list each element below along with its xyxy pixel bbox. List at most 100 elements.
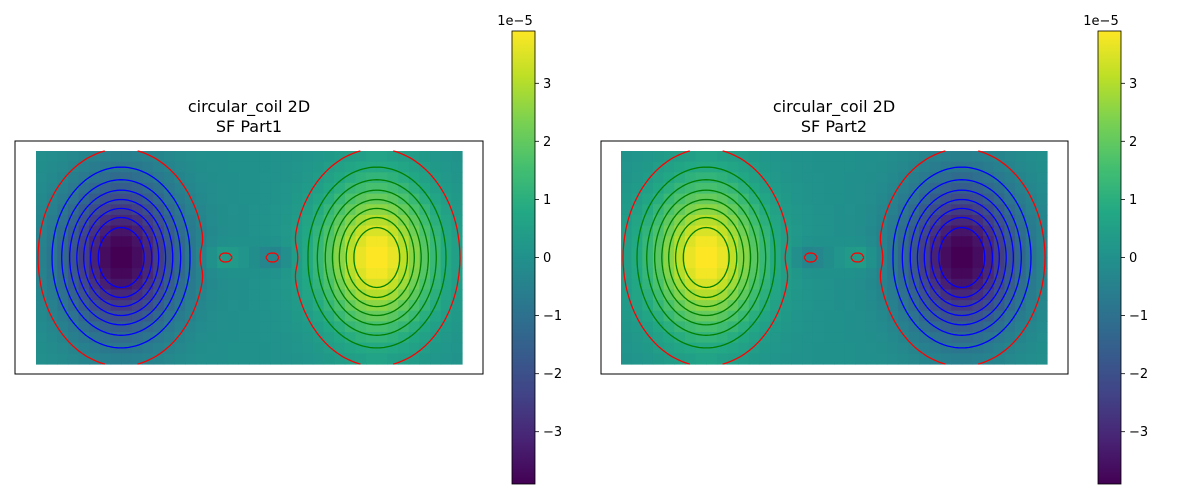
heatmap-cell (99, 332, 112, 344)
heatmap-cell (642, 332, 654, 344)
heatmap-cell (780, 214, 792, 227)
heatmap-cell (621, 214, 633, 227)
heatmap-cell (280, 161, 293, 173)
heatmap-cell (652, 161, 665, 173)
heatmap-cell (430, 172, 442, 184)
heatmap-cell (302, 289, 314, 301)
heatmap-cell (323, 321, 335, 333)
heatmap-cell (451, 300, 463, 312)
heatmap-cell (366, 182, 378, 195)
heatmap-cell (174, 321, 186, 333)
heatmap-cell (419, 204, 431, 216)
heatmap-cell (738, 236, 750, 248)
heatmap-cell (99, 161, 112, 173)
heatmap-cell (344, 151, 357, 163)
heatmap-cell (823, 236, 835, 248)
heatmap-cell (46, 342, 58, 354)
heatmap-cell (408, 300, 420, 312)
heatmap-cell (67, 151, 80, 163)
heatmap-cell (951, 151, 963, 163)
heatmap-cell (185, 236, 197, 248)
heatmap-cell (972, 300, 984, 312)
heatmap-cell (451, 310, 463, 322)
heatmap-cell (185, 151, 197, 163)
heatmap-cell (780, 161, 792, 173)
heatmap-cell (940, 151, 952, 163)
heatmap-cell (312, 151, 325, 163)
heatmap-cell (738, 353, 750, 365)
heatmap-cell (334, 278, 346, 291)
heatmap-cell (291, 182, 303, 195)
heatmap-cell (674, 214, 686, 227)
heatmap-cell (121, 172, 133, 184)
heatmap-cell (227, 182, 239, 195)
heatmap-cell (36, 161, 48, 173)
heatmap-cell (302, 161, 314, 173)
heatmap-cell (855, 342, 867, 354)
heatmap-cell (355, 225, 367, 237)
heatmap-cell (1036, 236, 1048, 248)
heatmap-cell (387, 236, 399, 248)
heatmap-cell (876, 214, 888, 227)
heatmap-cell (408, 310, 420, 322)
heatmap-cell (631, 193, 643, 205)
heatmap-cell (217, 257, 229, 269)
heatmap-cell (684, 257, 697, 269)
heatmap-cell (972, 225, 984, 237)
heatmap-cell (323, 246, 335, 259)
heatmap-cell (89, 353, 101, 365)
heatmap-cell (1025, 151, 1037, 163)
heatmap-cell (121, 353, 133, 365)
heatmap-cell (36, 246, 48, 259)
contour-line-positive (316, 179, 437, 336)
heatmap-cell (270, 172, 282, 184)
heatmap-cell (770, 321, 782, 333)
heatmap-cell (334, 268, 346, 280)
heatmap-cell (631, 300, 643, 312)
heatmap-cell (972, 257, 984, 269)
heatmap-cell (195, 310, 207, 322)
heatmap-cell (865, 353, 878, 365)
heatmap-cell (983, 257, 995, 269)
heatmap-cell (153, 182, 165, 195)
heatmap-cell (876, 172, 888, 184)
heatmap-cell (238, 225, 250, 237)
heatmap-cell (36, 353, 48, 365)
heatmap-cell (312, 310, 325, 322)
heatmap-cell (46, 151, 58, 163)
heatmap-cell (684, 289, 697, 301)
heatmap-cell (834, 246, 846, 259)
heatmap-cell (727, 151, 739, 163)
heatmap-cell (961, 225, 974, 237)
heatmap-cell (780, 151, 792, 163)
heatmap-cell (57, 321, 69, 333)
heatmap-cell (972, 289, 984, 301)
heatmap-cell (78, 353, 90, 365)
heatmap-cell (206, 353, 218, 365)
heatmap-cell (706, 257, 718, 269)
heatmap-cell (1015, 342, 1027, 354)
heatmap-cell (695, 236, 707, 248)
heatmap-cell (738, 204, 750, 216)
heatmap-cell (961, 268, 974, 280)
heatmap-cell (780, 204, 792, 216)
heatmap-cell (36, 332, 48, 344)
heatmap-cell (631, 225, 643, 237)
colorbar-tick-label: −3 (543, 425, 562, 440)
heatmap-cell (983, 289, 995, 301)
heatmap-cell (36, 214, 48, 227)
heatmap-cell (812, 246, 824, 259)
heatmap-cell (312, 225, 325, 237)
heatmap-cell (110, 225, 122, 237)
heatmap-cell (291, 289, 303, 301)
heatmap-cell (344, 161, 357, 173)
heatmap-cell (206, 204, 218, 216)
heatmap-cell (419, 342, 431, 354)
heatmap-cell (408, 182, 420, 195)
heatmap-cell (695, 193, 707, 205)
heatmap-cell (780, 321, 792, 333)
heatmap-cell (1036, 182, 1048, 195)
heatmap-cell (419, 268, 431, 280)
heatmap-cell (695, 278, 707, 291)
heatmap-cell (834, 353, 846, 365)
